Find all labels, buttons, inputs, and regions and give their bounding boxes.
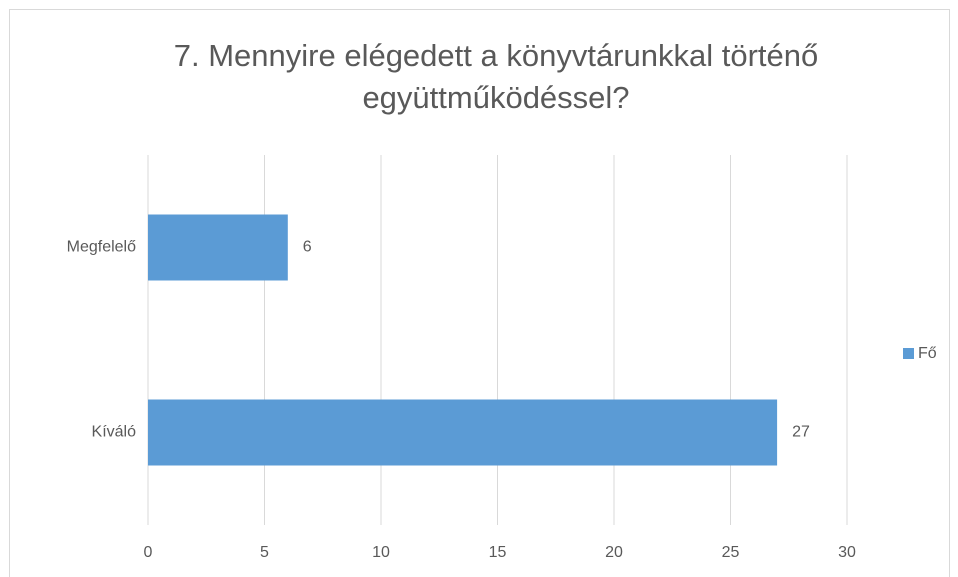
x-tick-label: 5 xyxy=(260,544,269,561)
data-label: 27 xyxy=(792,424,810,441)
x-tick-label: 30 xyxy=(838,544,856,561)
x-tick-label: 20 xyxy=(605,544,623,561)
legend-label: Fő xyxy=(918,345,937,362)
bar xyxy=(148,399,778,466)
x-tick-label: 10 xyxy=(372,544,390,561)
y-tick-label: Megfelelő xyxy=(67,239,136,256)
legend-swatch xyxy=(903,348,914,359)
x-tick-label: 15 xyxy=(489,544,507,561)
data-label: 6 xyxy=(303,239,312,256)
x-tick-label: 25 xyxy=(722,544,740,561)
chart-border xyxy=(9,9,950,577)
chart-title: együttműködéssel? xyxy=(362,80,629,115)
chart-title: 7. Mennyire elégedett a könyvtárunkkal t… xyxy=(174,38,819,73)
y-tick-label: Kíváló xyxy=(92,424,137,441)
bar xyxy=(148,214,288,281)
x-tick-label: 0 xyxy=(144,544,153,561)
